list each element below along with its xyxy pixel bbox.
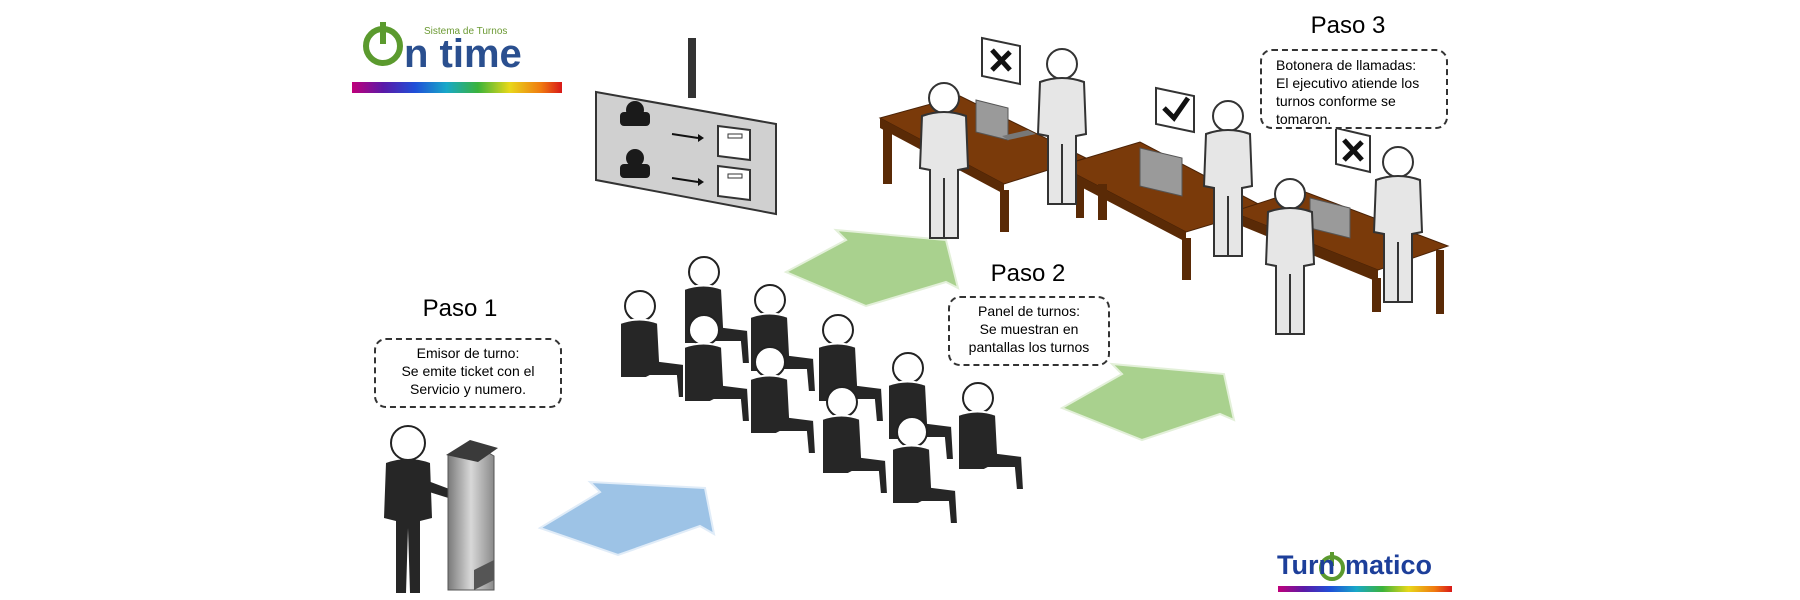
step-1-line: Servicio y numero.	[410, 381, 526, 397]
brand-name-right: matico	[1345, 550, 1433, 580]
agent-person-icon	[1203, 100, 1253, 257]
laptop-icon	[1139, 147, 1183, 197]
step-3-line: turnos conforme se	[1276, 93, 1396, 109]
logo-name: n time	[404, 32, 522, 76]
logo-subtitle: Sistema de Turnos	[424, 26, 508, 37]
step-1-line: Se emite ticket con el	[401, 363, 535, 379]
step-2-line: Se muestran en	[979, 321, 1079, 337]
step-2-bubble: Panel de turnos: Se muestran en pantalla…	[948, 296, 1110, 366]
agent-person-icon	[1373, 146, 1423, 303]
step-3-line: El ejecutivo atiende los	[1276, 75, 1420, 91]
check-sign-icon	[1155, 86, 1195, 134]
seated-person-icon	[619, 290, 687, 399]
step-1-title: Paso 1	[422, 295, 498, 322]
cross-sign-icon	[981, 36, 1021, 86]
arrow-step1-to-step2	[537, 480, 716, 557]
step-1-line: Emisor de turno:	[416, 345, 520, 361]
turnomatico-logo	[1278, 552, 1452, 592]
on-time-logo	[352, 22, 562, 93]
step-2-line: pantallas los turnos	[968, 339, 1090, 355]
step-3-line: tomaron.	[1276, 111, 1332, 127]
step-1-bubble: Emisor de turno: Se emite ticket con el …	[374, 338, 562, 408]
step-2-line: Panel de turnos:	[978, 303, 1080, 319]
brand-name-left: Turn	[1277, 550, 1335, 580]
step-2-title: Paso 2	[990, 260, 1066, 287]
seated-person-icon	[957, 382, 1025, 491]
step-3-bubble: Botonera de llamadas: El ejecutivo atien…	[1260, 49, 1448, 129]
rainbow-bar	[352, 82, 562, 93]
kiosk-icon	[446, 440, 498, 591]
laptop-icon	[975, 99, 1036, 141]
arrow-step2-to-step3-upper	[783, 228, 960, 308]
display-panel-icon	[595, 38, 777, 216]
step-3-line: Botonera de llamadas:	[1276, 57, 1417, 73]
step-3-title: Paso 3	[1310, 12, 1386, 39]
arrow-step2-to-step3-lower	[1059, 362, 1236, 442]
cross-sign-icon	[1335, 126, 1371, 174]
rainbow-bar	[1278, 586, 1452, 592]
